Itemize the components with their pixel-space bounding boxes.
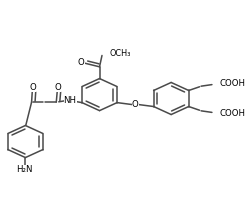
Text: O: O	[78, 58, 85, 67]
Text: O: O	[30, 83, 37, 92]
Text: O: O	[132, 100, 139, 109]
Text: OCH₃: OCH₃	[109, 49, 131, 58]
Text: COOH: COOH	[219, 79, 245, 88]
Text: H₂N: H₂N	[16, 165, 33, 174]
Text: NH: NH	[64, 96, 77, 105]
Text: O: O	[55, 83, 61, 92]
Text: COOH: COOH	[219, 109, 245, 118]
